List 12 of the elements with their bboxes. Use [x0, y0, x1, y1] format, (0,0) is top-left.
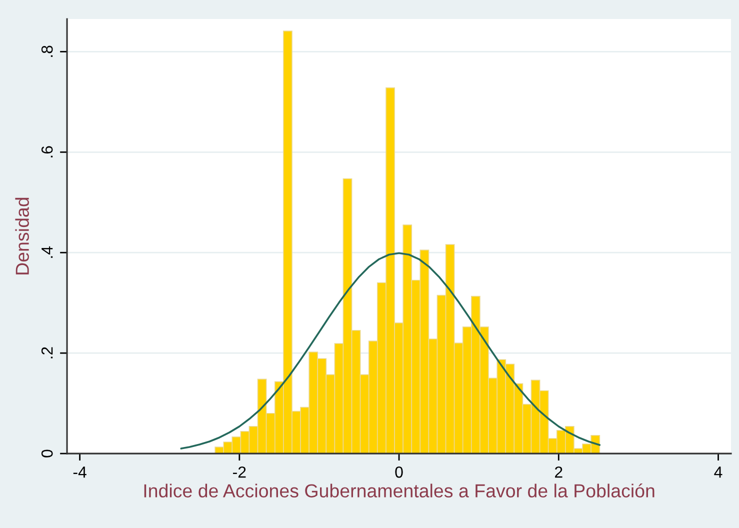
x-tick-label: 0: [395, 466, 403, 478]
y-tick-label: .6: [41, 146, 53, 158]
x-tick-label: -4: [73, 466, 86, 478]
x-tick-label: 2: [555, 466, 562, 478]
x-axis-title: Indice de Acciones Gubernamentales a Favor de la Población: [144, 484, 654, 498]
y-axis-title: Densidad: [15, 198, 29, 274]
y-tick-label: .4: [42, 246, 53, 258]
x-tick-label: -2: [233, 466, 246, 478]
y-tick-label: .8: [41, 46, 53, 57]
y-tick-label: .2: [41, 347, 53, 358]
x-tick-label: 4: [714, 466, 722, 478]
y-tick-label: 0: [41, 450, 53, 458]
